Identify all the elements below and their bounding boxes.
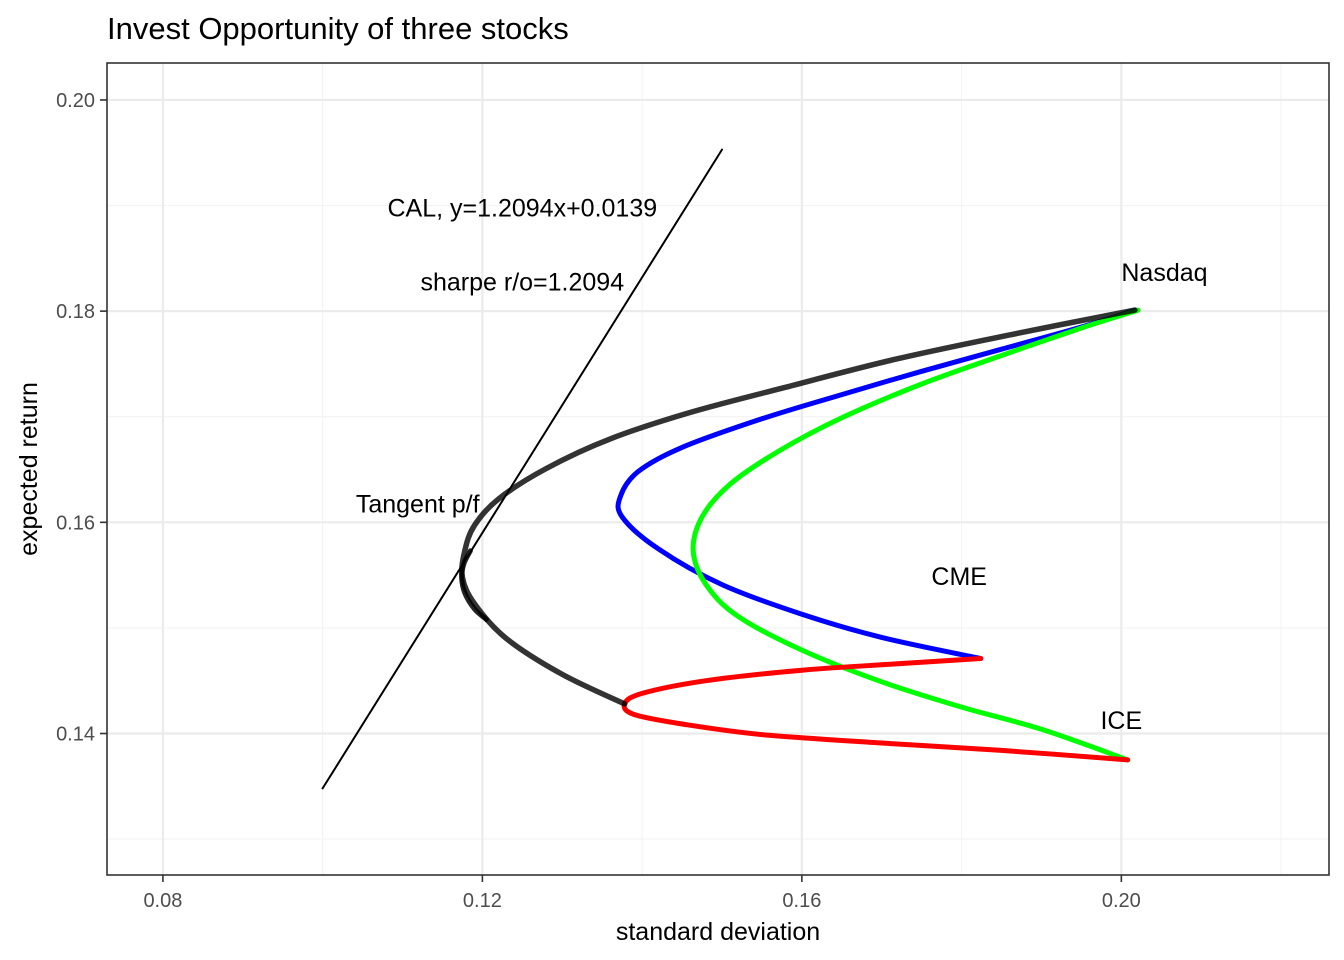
y-tick-label: 0.14 [56, 724, 95, 746]
x-tick-label: 0.12 [463, 890, 502, 912]
frontier-green [690, 307, 1141, 763]
y-tick-label: 0.18 [56, 301, 95, 323]
annotation-tangent-p-f: Tangent p/f [356, 490, 480, 518]
y-tick-label: 0.16 [56, 512, 95, 534]
cal-line [321, 148, 723, 790]
chart-title: Invest Opportunity of three stocks [107, 11, 569, 46]
x-axis-ticks: 0.08 0.12 0.16 0.20 [143, 875, 1141, 912]
annotation-cal-y-1-2094x-0-0139: CAL, y=1.2094x+0.0139 [387, 195, 657, 223]
y-axis-label: expected return [15, 382, 43, 556]
frontier-red [621, 656, 1131, 763]
annotation-ice: ICE [1100, 707, 1142, 735]
frontier-blue [615, 307, 1139, 661]
annotation-cme: CME [931, 563, 987, 591]
series-layer [321, 148, 1141, 790]
x-tick-label: 0.20 [1102, 890, 1141, 912]
annotation-layer: Nasdaq CME ICE Tangent p/f CAL, y=1.2094x+0.… [356, 195, 1208, 735]
x-tick-label: 0.08 [143, 890, 182, 912]
annotation-sharpe-r-o-1-2094: sharpe r/o=1.2094 [420, 269, 624, 297]
x-axis-label: standard deviation [616, 918, 820, 946]
annotation-nasdaq: Nasdaq [1121, 259, 1207, 287]
y-axis-ticks: 0.14 0.16 0.18 0.20 [56, 90, 107, 746]
frontier-black [459, 307, 1138, 707]
plot-border [106, 62, 1330, 876]
x-tick-label: 0.16 [782, 890, 821, 912]
plot-panel [107, 63, 1329, 875]
y-tick-label: 0.20 [56, 90, 95, 112]
